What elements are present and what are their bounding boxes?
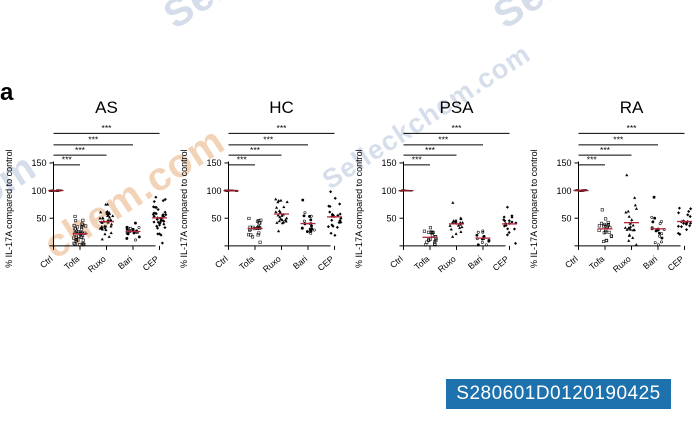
svg-text:Bari: Bari [291, 254, 309, 272]
svg-text:100: 100 [206, 186, 221, 196]
svg-text:Ruxo: Ruxo [611, 254, 633, 275]
svg-text:***: *** [600, 145, 611, 155]
svg-text:50: 50 [36, 213, 46, 223]
svg-text:50: 50 [386, 213, 396, 223]
svg-text:HC: HC [269, 98, 294, 117]
svg-text:***: *** [75, 145, 86, 155]
svg-text:150: 150 [556, 158, 571, 168]
svg-text:***: *** [425, 145, 436, 155]
svg-text:50: 50 [561, 213, 571, 223]
svg-text:Tofa: Tofa [237, 254, 256, 272]
svg-text:Bari: Bari [116, 254, 134, 272]
svg-text:***: *** [438, 135, 449, 145]
svg-text:150: 150 [381, 158, 396, 168]
svg-text:150: 150 [31, 158, 46, 168]
svg-text:***: *** [102, 123, 113, 133]
svg-text:***: *** [412, 155, 423, 165]
svg-text:150: 150 [206, 158, 221, 168]
svg-text:Ctrl: Ctrl [38, 254, 55, 270]
svg-text:CEP: CEP [491, 254, 511, 273]
svg-text:***: *** [263, 135, 274, 145]
svg-text:100: 100 [556, 186, 571, 196]
svg-text:Ctrl: Ctrl [388, 254, 405, 270]
svg-text:RA: RA [620, 98, 644, 117]
svg-text:CEP: CEP [316, 254, 336, 273]
svg-text:***: *** [627, 123, 638, 133]
svg-text:% IL-17A compared to control: % IL-17A compared to control [179, 149, 189, 268]
svg-text:***: *** [587, 155, 598, 165]
svg-text:AS: AS [95, 98, 118, 117]
svg-text:Bari: Bari [641, 254, 659, 272]
svg-text:***: *** [88, 135, 99, 145]
svg-text:100: 100 [31, 186, 46, 196]
svg-text:Ctrl: Ctrl [213, 254, 230, 270]
svg-text:Ctrl: Ctrl [563, 254, 580, 270]
svg-text:***: *** [62, 155, 73, 165]
svg-text:***: *** [613, 135, 624, 145]
svg-text:% IL-17A compared to control: % IL-17A compared to control [354, 149, 364, 268]
svg-text:***: *** [452, 123, 463, 133]
svg-text:50: 50 [211, 213, 221, 223]
svg-text:Tofa: Tofa [412, 254, 431, 272]
svg-text:***: *** [237, 155, 248, 165]
svg-text:Tofa: Tofa [587, 254, 606, 272]
svg-text:Ruxo: Ruxo [436, 254, 458, 275]
svg-text:***: *** [250, 145, 261, 155]
svg-text:Ruxo: Ruxo [261, 254, 283, 275]
svg-text:% IL-17A compared to control: % IL-17A compared to control [4, 149, 14, 268]
svg-text:Tofa: Tofa [62, 254, 81, 272]
svg-text:***: *** [277, 123, 288, 133]
svg-text:CEP: CEP [666, 254, 686, 273]
svg-text:% IL-17A compared to control: % IL-17A compared to control [529, 149, 539, 268]
svg-text:Ruxo: Ruxo [86, 254, 108, 275]
svg-text:100: 100 [381, 186, 396, 196]
svg-text:PSA: PSA [439, 98, 474, 117]
svg-text:CEP: CEP [141, 254, 161, 273]
svg-text:Bari: Bari [466, 254, 484, 272]
